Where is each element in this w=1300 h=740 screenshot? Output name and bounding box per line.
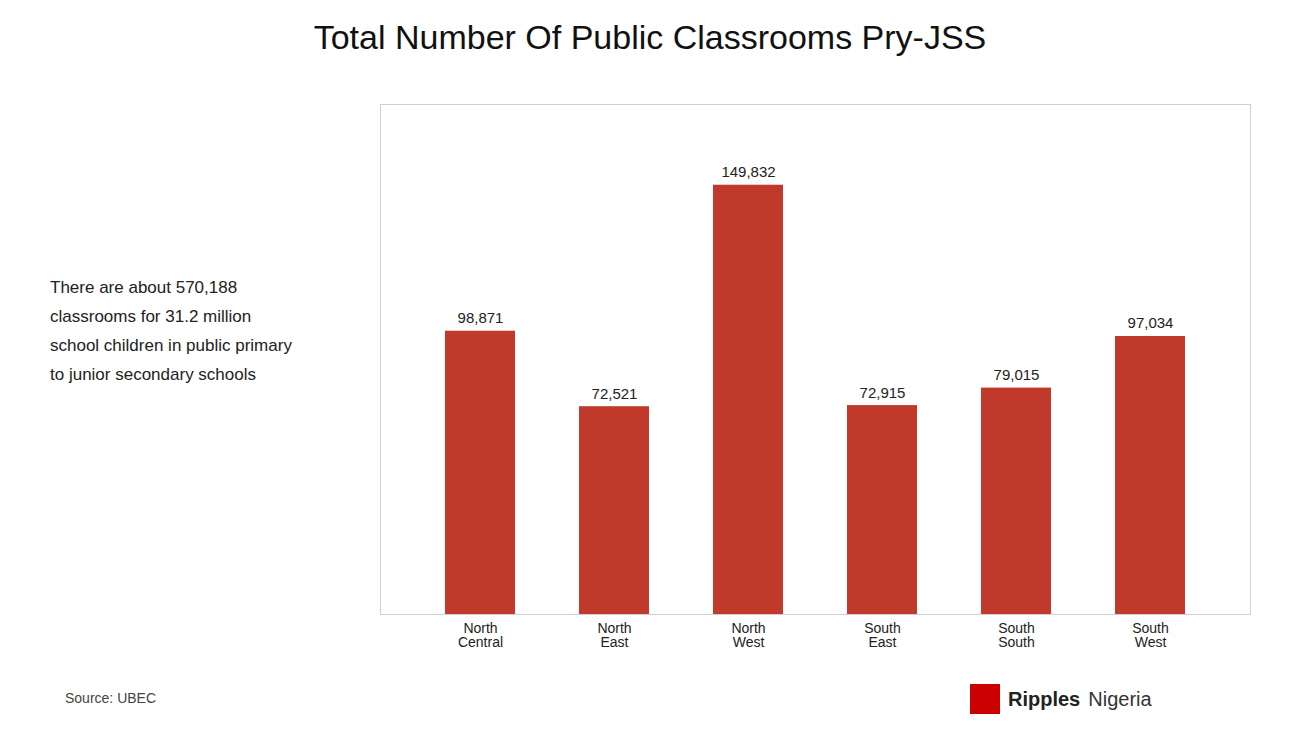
- svg-text:97,034: 97,034: [1128, 314, 1174, 331]
- html-text:Ripples Nigeria: Ripples Nigeria: [1008, 687, 1152, 710]
- svg-text:72,915: 72,915: [860, 384, 906, 401]
- html-text:Total Number Of Public Classro: Total Number Of Public Classrooms Pry-JS…: [313, 18, 987, 56]
- html-text:Source: UBEC: Source: UBEC: [65, 690, 156, 706]
- svg-text:98,871: 98,871: [458, 309, 504, 326]
- svg-text:NorthEast: NorthEast: [597, 620, 631, 650]
- svg-text:NorthCentral: NorthCentral: [458, 620, 503, 650]
- svg-text:SouthEast: SouthEast: [864, 620, 901, 650]
- svg-text:NorthWest: NorthWest: [731, 620, 765, 650]
- svg-text:SouthWest: SouthWest: [1132, 620, 1169, 650]
- svg-text:149,832: 149,832: [721, 163, 775, 180]
- html-text:There are about 570,188 classr: There are about 570,188 classrooms for 3…: [50, 278, 292, 384]
- svg-text:72,521: 72,521: [592, 385, 638, 402]
- svg-text:79,015: 79,015: [994, 366, 1040, 383]
- svg-text:SouthSouth: SouthSouth: [998, 620, 1035, 650]
